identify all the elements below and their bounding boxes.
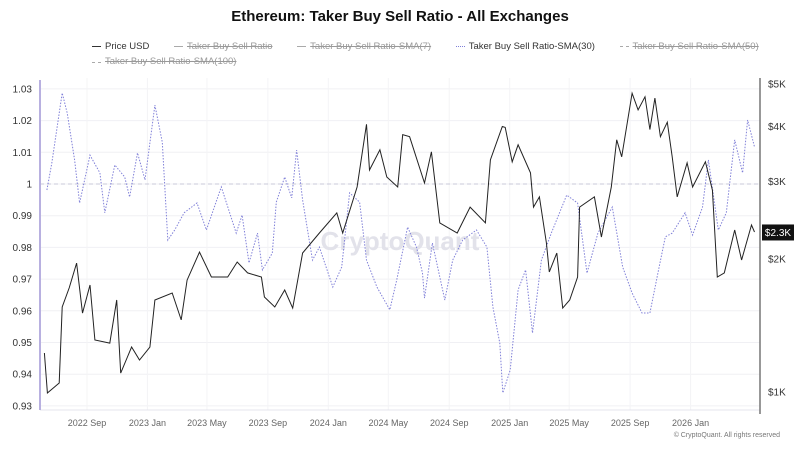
x-tick-label: 2023 May [187,418,227,428]
x-tick-label: 2026 Jan [672,418,709,428]
left-tick-label: 0.93 [13,401,33,412]
legend-item-sma50[interactable]: Taker Buy Sell Ratio-SMA(50) [619,40,759,54]
legend-label: Price USD [105,40,150,52]
left-tick-label: 0.95 [13,338,33,349]
x-tick-label: 2024 Sep [430,418,469,428]
legend-swatch [297,46,307,47]
series-line-price-usd [43,91,755,395]
left-tick-label: 1 [26,180,32,191]
legend-swatch [455,46,465,47]
legend-item-price-usd[interactable]: Price USD [92,40,149,54]
legend-label: Taker Buy Sell Ratio-SMA(50) [632,40,759,52]
legend-item-sma7[interactable]: Taker Buy Sell Ratio-SMA(7) [297,40,431,54]
x-tick-label: 2022 Sep [68,418,107,428]
legend-label: Taker Buy Sell Ratio-SMA(30) [468,40,595,52]
x-tick-label: 2023 Sep [249,418,288,428]
current-price-badge [762,224,794,241]
left-tick-label: 0.97 [13,275,33,286]
left-tick-label: 0.96 [13,306,33,317]
right-tick-label: $4K [768,122,786,133]
right-tick-label: $5K [768,79,786,90]
x-tick-label: 2025 Sep [611,418,650,428]
left-tick-label: 1.02 [13,116,33,127]
legend-swatch [92,46,101,47]
left-tick-label: 0.94 [13,370,33,381]
legend-swatch [173,46,183,47]
legend-item-taker-buy-sell-ratio[interactable]: Taker Buy Sell Ratio [173,40,273,54]
legend-item-sma100[interactable]: Taker Buy Sell Ratio-SMA(100) [92,55,236,69]
right-tick-label: $2K [768,255,786,266]
legend-label: Taker Buy Sell Ratio [186,40,273,52]
right-tick-label: $3K [768,177,786,188]
x-tick-label: 2025 May [549,418,589,428]
chart-title: Ethereum: Taker Buy Sell Ratio - All Exc… [231,8,569,25]
left-tick-label: 0.98 [13,243,33,254]
legend-swatch [619,46,629,47]
left-tick-label: 0.99 [13,211,33,222]
x-tick-label: 2024 Jan [310,418,347,428]
x-tick-label: 2025 Jan [491,418,528,428]
legend-swatch [92,61,101,63]
x-tick-label: 2023 Jan [129,418,166,428]
left-tick-label: 1.03 [13,84,33,95]
copyright: © CryptoQuant. All rights reserved [673,432,780,439]
legend-label: Taker Buy Sell Ratio-SMA(100) [105,56,237,67]
legend-label: Taker Buy Sell Ratio-SMA(7) [310,40,432,52]
x-tick-label: 2024 May [369,418,409,428]
legend: Price USD Taker Buy Sell Ratio Taker Buy… [92,38,772,69]
legend-item-sma30[interactable]: Taker Buy Sell Ratio-SMA(30) [455,40,595,54]
current-price-label: $2.3K [765,228,791,239]
right-tick-label: $1K [768,388,786,399]
left-tick-label: 1.01 [13,148,33,159]
